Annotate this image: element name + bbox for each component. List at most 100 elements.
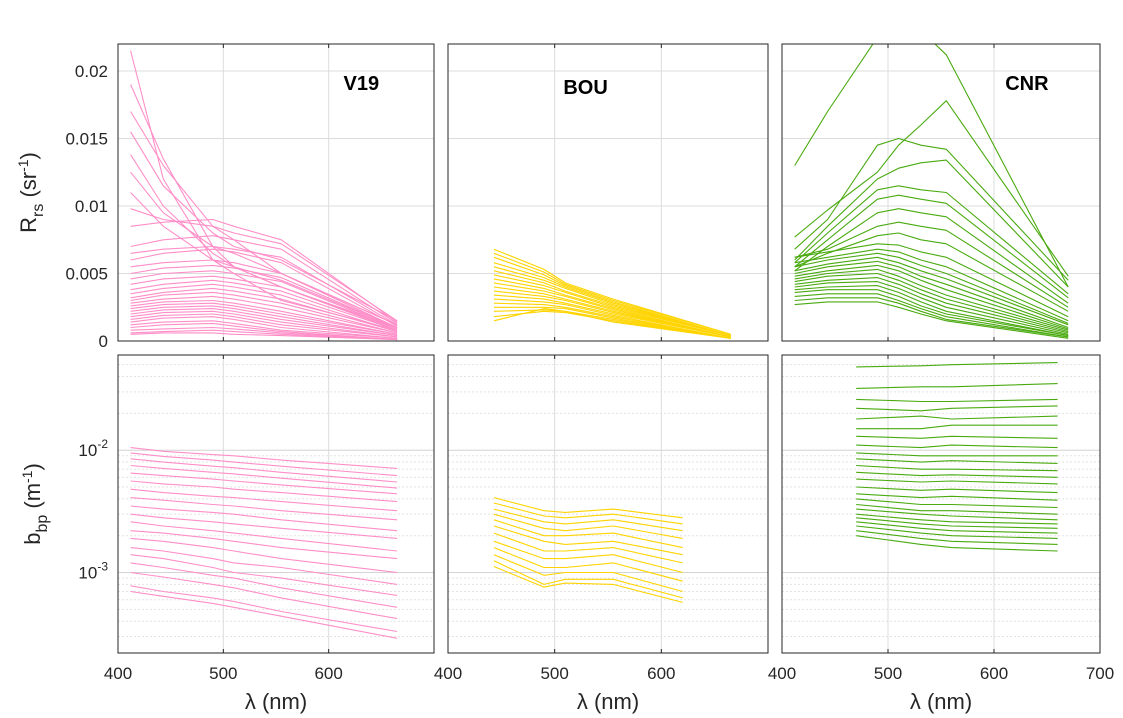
- series-group: [794, 44, 1069, 339]
- tick-base: 10: [78, 441, 97, 460]
- panel-title: V19: [344, 73, 380, 95]
- series-line: [130, 316, 398, 339]
- y-axis-label: Rrs (sr-1): [15, 152, 47, 233]
- series-line: [856, 424, 1058, 430]
- series-line: [493, 286, 731, 338]
- series-line: [856, 464, 1058, 472]
- y-tick-label: 0.01: [75, 197, 108, 216]
- y-axis-label-close: ): [20, 463, 45, 470]
- series-line: [493, 547, 683, 582]
- series-line: [794, 256, 1069, 326]
- y-axis-label-close: ): [16, 152, 41, 159]
- series-line: [856, 415, 1058, 420]
- tick-base: 10: [78, 564, 97, 583]
- series-group: [130, 50, 398, 341]
- y-axis-label-unit: (sr: [16, 172, 41, 204]
- y-tick-label: 10-2: [78, 437, 108, 460]
- series-line: [130, 270, 398, 330]
- series-line: [794, 277, 1069, 334]
- series-line: [794, 221, 1069, 308]
- series-line: [856, 521, 1058, 534]
- series-line: [130, 154, 398, 329]
- series-group: [493, 248, 731, 339]
- series-line: [794, 272, 1069, 333]
- series-line: [130, 464, 398, 489]
- series-line: [794, 301, 1069, 339]
- y-axis-label-main: b: [20, 533, 45, 545]
- series-line: [794, 252, 1069, 324]
- series-line: [493, 278, 731, 338]
- series-line: [130, 287, 398, 333]
- series-line: [794, 243, 1069, 318]
- series-line: [493, 560, 683, 599]
- x-tick-label: 700: [1086, 664, 1114, 683]
- series-line: [856, 398, 1058, 403]
- series-line: [794, 248, 1069, 322]
- y-tick-label: 0.02: [75, 62, 108, 81]
- series-line: [130, 571, 398, 620]
- series-line: [794, 194, 1069, 299]
- x-tick-label: 600: [647, 664, 675, 683]
- series-line: [856, 405, 1058, 412]
- x-tick-label: 500: [209, 664, 237, 683]
- series-line: [493, 513, 683, 539]
- tick-marks: [222, 355, 330, 653]
- series-line: [130, 320, 398, 339]
- series-line: [130, 305, 398, 337]
- series-line: [493, 298, 731, 339]
- series-line: [493, 294, 731, 338]
- grid: [448, 355, 768, 653]
- series-line: [130, 590, 398, 639]
- axes-box: [447, 354, 769, 654]
- series-line: [130, 283, 398, 333]
- series-line: [856, 471, 1058, 478]
- series-line: [794, 285, 1069, 337]
- series-line: [856, 535, 1058, 552]
- grid: [118, 44, 434, 341]
- series-line: [794, 260, 1069, 329]
- x-tick-label: 400: [434, 664, 462, 683]
- series-line: [130, 235, 398, 324]
- y-tick-label: 0.005: [65, 265, 108, 284]
- series-line: [856, 508, 1058, 521]
- x-tick-label: 500: [874, 664, 902, 683]
- series-group: [856, 362, 1058, 552]
- panel-6: 400 500 600 700 λ (nm): [768, 354, 1114, 714]
- series-line: [794, 185, 1069, 295]
- series-line: [856, 435, 1058, 439]
- series-line: [493, 306, 731, 339]
- panel-2: BOU: [447, 43, 769, 342]
- series-line: [856, 486, 1058, 494]
- series-line: [493, 282, 731, 338]
- series-line: [493, 308, 731, 339]
- series-line: [856, 383, 1058, 389]
- series-line: [130, 521, 398, 552]
- series-line: [130, 275, 398, 331]
- series-group: [130, 447, 398, 639]
- series-line: [856, 503, 1058, 515]
- series-line: [130, 248, 398, 327]
- x-axis-label: λ (nm): [577, 689, 639, 714]
- grid: [448, 44, 768, 341]
- series-line: [130, 332, 398, 341]
- series-line: [130, 218, 398, 323]
- series-line: [130, 562, 398, 608]
- series-line: [130, 585, 398, 633]
- series-line: [856, 444, 1058, 449]
- series-line: [794, 100, 1069, 277]
- series-line: [493, 290, 731, 338]
- tick-marks: [887, 355, 995, 653]
- y-axis-label-exp: -1: [19, 470, 35, 483]
- series-line: [794, 297, 1069, 338]
- y-tick-label: 0.015: [65, 130, 108, 149]
- series-line: [493, 248, 731, 335]
- series-line: [493, 519, 683, 549]
- series-line: [130, 537, 398, 574]
- panel-5: 400 500 600 λ (nm): [434, 354, 769, 714]
- series-line: [493, 532, 683, 564]
- tick-marks: [222, 44, 330, 341]
- series-line: [493, 266, 731, 337]
- series-line: [130, 513, 398, 539]
- series-line: [794, 208, 1069, 304]
- series-line: [130, 299, 398, 335]
